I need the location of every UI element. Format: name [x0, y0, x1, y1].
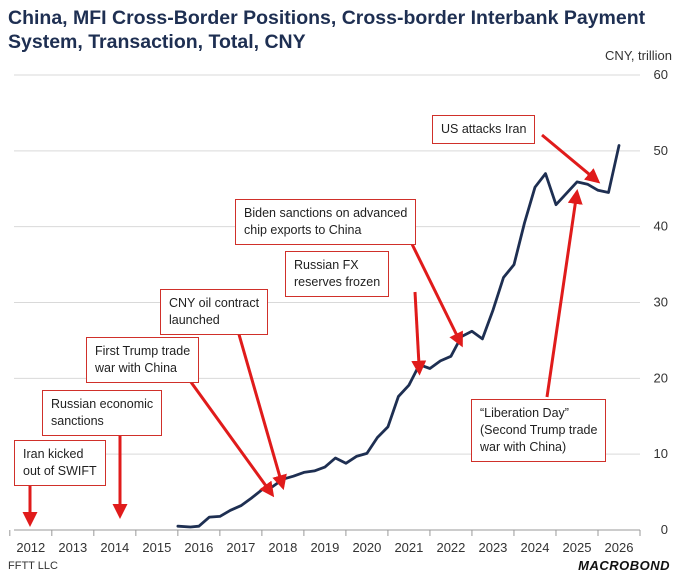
annotation-cny-oil-contract: CNY oil contract launched [160, 289, 269, 335]
annotation-arrow [408, 239, 463, 348]
annotation-first-trump-trade-war: First Trump trade war with China [86, 337, 200, 383]
series-line [176, 144, 621, 529]
annotation-line: war with China [95, 361, 177, 375]
annotation-line: “Liberation Day” [480, 406, 569, 420]
annotation-line: out of SWIFT [23, 464, 97, 478]
x-tick-label: 2012 [16, 540, 45, 555]
annotation-biden-chip-sanctions: Biden sanctions on advanced chip exports… [235, 199, 417, 245]
x-tick-label: 2015 [142, 540, 171, 555]
y-tick-label: 40 [654, 219, 668, 234]
annotation-arrow [545, 188, 583, 398]
annotation-us-attacks-iran: US attacks Iran [432, 115, 536, 144]
x-tick-label: 2020 [352, 540, 381, 555]
x-tick-label: 2013 [58, 540, 87, 555]
annotation-line: war with China) [480, 440, 567, 454]
annotation-line: Russian economic [51, 397, 154, 411]
y-tick-label: 20 [654, 370, 668, 385]
annotation-arrow [541, 133, 601, 184]
annotation-arrow [411, 291, 427, 376]
annotation-liberation-day: “Liberation Day” (Second Trump trade war… [471, 399, 607, 462]
x-tick-label: 2018 [268, 540, 297, 555]
y-tick-label: 50 [654, 143, 668, 158]
x-tick-label: 2016 [184, 540, 213, 555]
chart-title: China, MFI Cross-Border Positions, Cross… [8, 7, 646, 53]
annotation-line: reserves frozen [294, 275, 381, 289]
annotation-line: US attacks Iran [441, 122, 527, 136]
x-tick-label: 2021 [394, 540, 423, 555]
annotation-line: CNY oil contract [169, 296, 260, 310]
source-label: FFTT LLC [8, 560, 58, 572]
y-tick-label: 60 [654, 67, 668, 82]
annotation-russia-sanctions: Russian economic sanctions [42, 390, 163, 436]
x-tick-label: 2025 [563, 540, 592, 555]
annotation-line: First Trump trade [95, 344, 191, 358]
annotation-arrow [186, 377, 275, 498]
macrobond-logo: MACROBOND [578, 558, 670, 573]
x-tick-label: 2024 [521, 540, 550, 555]
y-tick-label: 10 [654, 446, 668, 461]
y-tick-label: 0 [661, 522, 668, 537]
annotation-line: Biden sanctions on advanced [244, 206, 408, 220]
annotation-line: sanctions [51, 414, 104, 428]
annotation-arrow [236, 330, 287, 491]
x-tick-label: 2019 [310, 540, 339, 555]
y-axis-unit-label: CNY, trillion [605, 48, 672, 63]
annotation-line: Russian FX [294, 258, 359, 272]
annotation-line: chip exports to China [244, 223, 362, 237]
y-tick-label: 30 [654, 295, 668, 310]
annotation-russian-fx-reserves: Russian FX reserves frozen [285, 251, 390, 297]
x-tick-label: 2017 [226, 540, 255, 555]
x-tick-label: 2014 [100, 540, 129, 555]
annotation-line: Iran kicked [23, 447, 84, 461]
annotation-line: launched [169, 313, 220, 327]
x-tick-label: 2022 [436, 540, 465, 555]
x-tick-label: 2026 [605, 540, 634, 555]
annotation-iran-swift: Iran kicked out of SWIFT [14, 440, 106, 486]
annotation-line: (Second Trump trade [480, 423, 598, 437]
x-tick-label: 2023 [478, 540, 507, 555]
